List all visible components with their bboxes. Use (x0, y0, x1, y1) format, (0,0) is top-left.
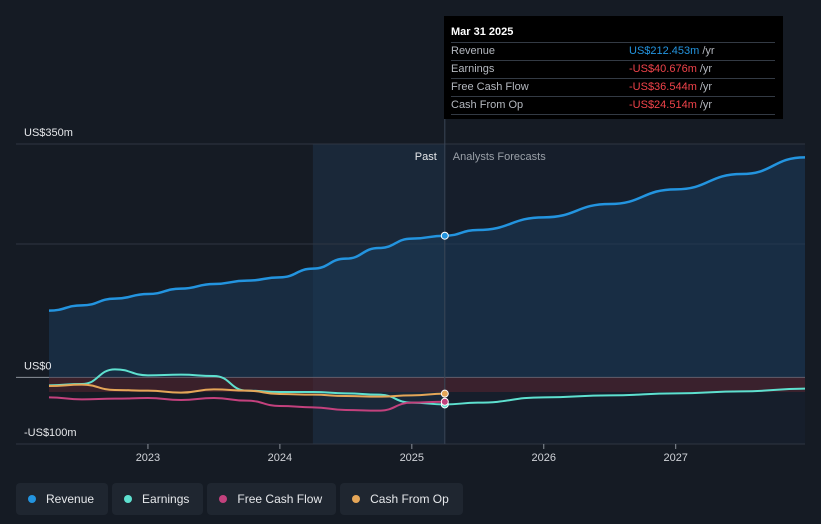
tooltip-value: US$212.453m (629, 45, 700, 57)
chart-legend: Revenue Earnings Free Cash Flow Cash From O… (16, 483, 463, 515)
tooltip-row: Cash From Op -US$24.514m/yr (451, 96, 775, 115)
tooltip-unit: /yr (699, 81, 713, 93)
y-axis-label: US$350m (24, 127, 73, 139)
y-axis-labels: US$350m US$0 -US$100m (24, 127, 77, 439)
tooltip-value: -US$36.544m (629, 81, 697, 93)
legend-dot-icon (124, 495, 133, 503)
tooltip-row: Earnings -US$40.676m/yr (451, 60, 775, 78)
series-line-free-cash-flow (48, 396, 445, 412)
hover-markers (440, 231, 449, 409)
legend-item-cash-from-op[interactable]: Cash From Op (340, 483, 463, 515)
tooltip-unit: /yr (699, 63, 713, 75)
hover-tooltip: Mar 31 2025 Revenue US$212.453m/yr Earning… (444, 16, 783, 119)
x-tick-label: 2023 (136, 452, 160, 464)
tooltip-value: -US$24.514m (629, 99, 697, 111)
legend-dot-icon (219, 495, 228, 503)
legend-item-revenue[interactable]: Revenue (16, 483, 109, 515)
tooltip-label: Earnings (451, 63, 495, 75)
y-axis-label: US$0 (24, 360, 52, 372)
legend-label: Earnings (142, 492, 190, 506)
series-lines (48, 156, 806, 412)
tooltip-date: Mar 31 2025 (451, 26, 514, 38)
series-line-revenue (48, 156, 806, 312)
legend-item-free-cash-flow[interactable]: Free Cash Flow (207, 483, 337, 515)
legend-dot-icon (352, 495, 361, 503)
legend-label: Free Cash Flow (237, 492, 323, 506)
x-tick-label: 2024 (268, 452, 292, 464)
tooltip-row: Revenue US$212.453m/yr (451, 42, 775, 60)
tooltip-rows: Revenue US$212.453m/yr Earnings -US$40.676m… (451, 42, 775, 115)
negative-area-fill (48, 377, 806, 392)
forecast-label: Analysts Forecasts (453, 151, 546, 163)
tooltip-label: Revenue (451, 45, 496, 57)
x-tick-label: 2025 (400, 452, 424, 464)
series-line-earnings (48, 368, 806, 406)
x-axis-labels: 2023 2024 2025 2026 2027 (136, 444, 688, 464)
marker-revenue (440, 231, 449, 240)
legend-item-earnings[interactable]: Earnings (112, 483, 204, 515)
x-tick-label: 2027 (663, 452, 687, 464)
revenue-area-fill (48, 157, 806, 378)
y-axis-label: -US$100m (24, 427, 77, 439)
marker-free-cash-flow (440, 397, 449, 406)
tooltip-label: Free Cash Flow (451, 81, 529, 93)
legend-label: Revenue (46, 492, 95, 506)
tooltip-unit: /yr (699, 99, 713, 111)
tooltip-row: Free Cash Flow -US$36.544m/yr (451, 78, 775, 96)
x-tick-label: 2026 (532, 452, 556, 464)
tooltip-unit: /yr (702, 45, 715, 57)
tooltip-label: Cash From Op (451, 99, 524, 111)
legend-label: Cash From Op (370, 492, 449, 506)
tooltip-value: -US$40.676m (629, 63, 697, 75)
series-line-cash-from-op (48, 383, 445, 398)
marker-cash-from-op (440, 389, 449, 398)
past-label: Past (415, 151, 437, 163)
legend-dot-icon (28, 495, 36, 503)
